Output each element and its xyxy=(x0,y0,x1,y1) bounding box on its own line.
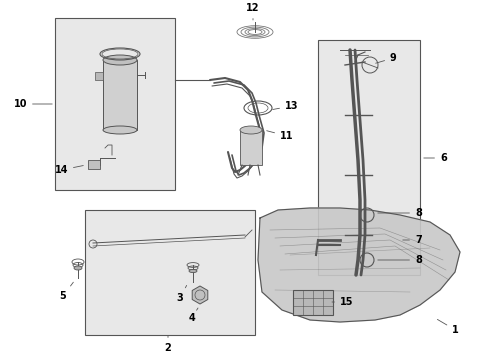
Polygon shape xyxy=(192,286,207,304)
Polygon shape xyxy=(258,208,459,322)
Bar xyxy=(103,60,137,130)
Text: 12: 12 xyxy=(246,3,259,20)
Bar xyxy=(85,210,254,335)
Text: 1: 1 xyxy=(436,319,458,335)
FancyBboxPatch shape xyxy=(88,160,100,169)
Text: 6: 6 xyxy=(423,153,446,163)
Bar xyxy=(317,40,419,275)
Ellipse shape xyxy=(74,266,82,270)
Text: 3: 3 xyxy=(176,285,186,303)
Text: 4: 4 xyxy=(188,308,198,323)
Bar xyxy=(292,290,332,315)
Bar xyxy=(95,72,103,80)
Text: 7: 7 xyxy=(402,235,421,245)
Text: 13: 13 xyxy=(272,101,298,111)
Ellipse shape xyxy=(103,55,137,65)
Text: 15: 15 xyxy=(331,297,353,307)
Text: 8: 8 xyxy=(377,208,421,218)
Text: 14: 14 xyxy=(54,165,83,175)
Ellipse shape xyxy=(240,126,262,134)
Text: 5: 5 xyxy=(60,282,73,301)
Text: 2: 2 xyxy=(164,336,171,353)
Ellipse shape xyxy=(103,126,137,134)
Bar xyxy=(55,18,175,190)
Text: 11: 11 xyxy=(266,131,293,141)
Text: 9: 9 xyxy=(375,53,396,63)
Ellipse shape xyxy=(189,269,197,273)
Text: 8: 8 xyxy=(377,255,421,265)
Text: 10: 10 xyxy=(14,99,52,109)
Bar xyxy=(240,130,262,165)
